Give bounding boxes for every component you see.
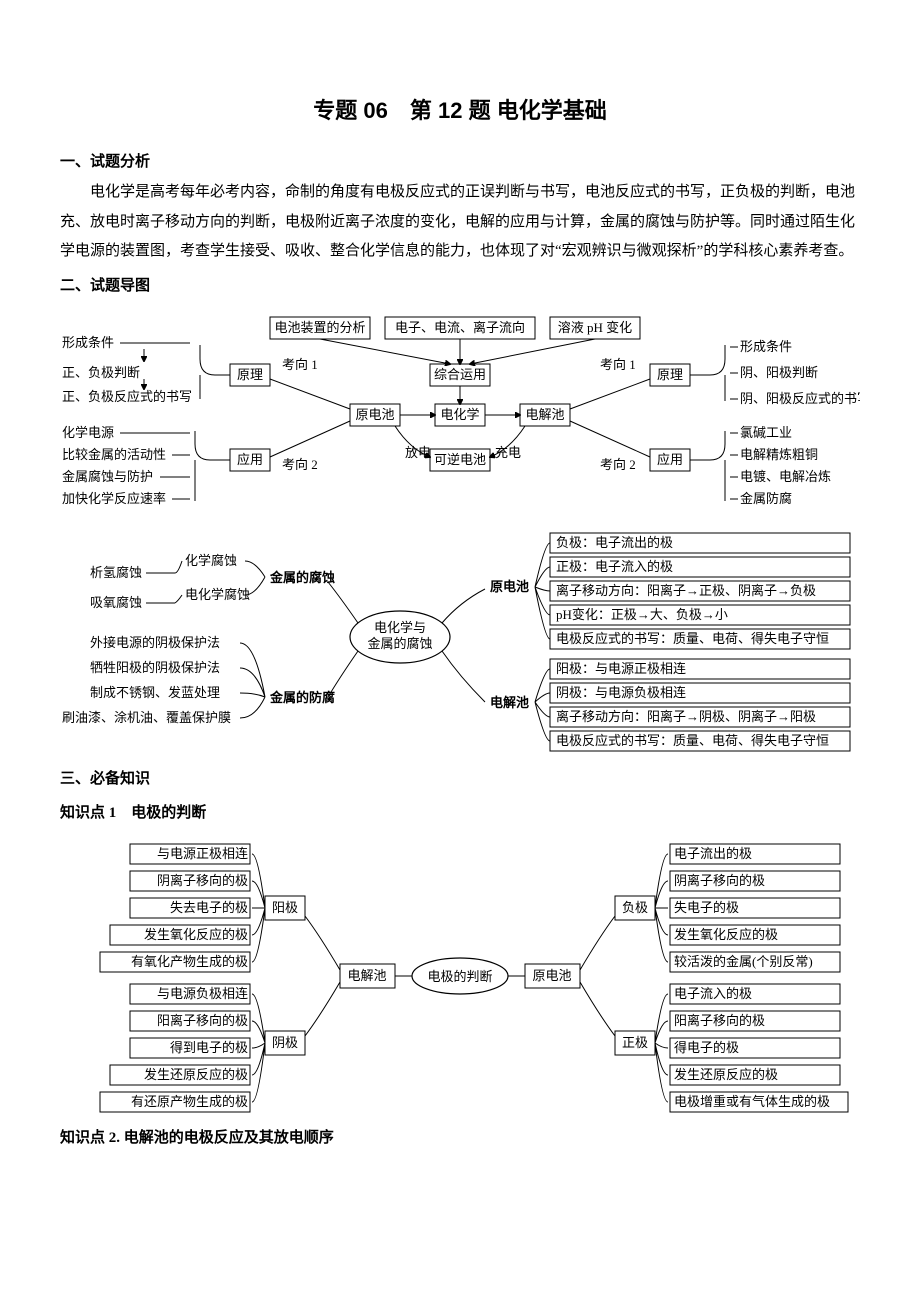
kp1-heading: 知识点 1 电极的判断: [60, 799, 860, 828]
diagram-1: 电池装置的分析 电子、电流、离子流向 溶液 pH 变化 综合运用 原电池 电化学…: [60, 309, 860, 519]
svg-text:发生还原反应的极: 发生还原反应的极: [674, 1067, 778, 1082]
d1-rb-2: 电镀、电解冶炼: [740, 469, 831, 484]
section-2-heading: 二、试题导图: [60, 272, 860, 301]
svg-text:阴离子移向的极: 阴离子移向的极: [157, 873, 248, 888]
d2-lu-sub-1: 电化学腐蚀: [185, 587, 250, 602]
section-1-heading: 一、试题分析: [60, 148, 860, 177]
svg-text:得电子的极: 得电子的极: [674, 1040, 739, 1055]
d2-rd-2: 离子移动方向：阳离子→阴极、阴离子→阳极: [556, 709, 816, 724]
diagram-3: 电极的判断 电解池 原电池 阳极 阴极 负极 正极 与电源正极相连 阴离子移向的…: [70, 836, 850, 1116]
d2-ru-4: 电极反应式的书写：质量、电荷、得失电子守恒: [556, 631, 829, 646]
d2-leftup: 金属的腐蚀: [269, 570, 335, 585]
d2-rightup: 原电池: [490, 579, 529, 594]
d2-ru-3: pH变化：正极→大、负极→小: [556, 607, 728, 622]
d2-center-1: 电化学与: [374, 620, 426, 635]
d1-rb-0: 氯碱工业: [740, 425, 792, 440]
svg-text:失电子的极: 失电子的极: [674, 900, 739, 915]
d1-kx3: 考向 1: [600, 357, 636, 372]
d2-ld-3: 刷油漆、涂机油、覆盖保护膜: [62, 710, 231, 725]
d1-right-hub: 电解池: [525, 407, 564, 422]
d3-neg: 负极: [622, 900, 648, 915]
d1-right-principle: 原理: [657, 367, 683, 382]
d1-lb-2: 金属腐蚀与防护: [62, 469, 153, 484]
d1-kx2: 考向 2: [282, 457, 318, 472]
d1-kx4: 考向 2: [600, 457, 636, 472]
svg-text:有氧化产物生成的极: 有氧化产物生成的极: [131, 954, 248, 969]
d1-lb-3: 加快化学反应速率: [62, 491, 166, 506]
svg-text:有还原产物生成的极: 有还原产物生成的极: [131, 1094, 248, 1109]
svg-text:与电源正极相连: 与电源正极相连: [157, 846, 248, 861]
d1-charge: 充电: [495, 445, 521, 460]
kp2-heading: 知识点 2. 电解池的电极反应及其放电顺序: [60, 1124, 860, 1153]
d1-center: 电化学: [440, 407, 479, 422]
d1-right-app: 应用: [657, 452, 683, 467]
svg-text:电极增重或有气体生成的极: 电极增重或有气体生成的极: [674, 1094, 830, 1109]
d2-center-2: 金属的腐蚀: [367, 636, 432, 651]
d2-lu-leaf-1: 吸氧腐蚀: [90, 595, 142, 610]
svg-text:得到电子的极: 得到电子的极: [170, 1040, 248, 1055]
d1-lt-1: 正、负极反应式的书写: [62, 389, 192, 404]
svg-text:发生氧化反应的极: 发生氧化反应的极: [144, 927, 248, 942]
d2-ru-1: 正极：电子流入的极: [556, 559, 673, 574]
svg-text:电子流入的极: 电子流入的极: [674, 986, 752, 1001]
d3-anode: 阳极: [272, 900, 298, 915]
svg-text:失去电子的极: 失去电子的极: [170, 900, 248, 915]
d1-rb-1: 电解精炼粗铜: [740, 447, 818, 462]
d2-leftdown: 金属的防腐: [269, 690, 335, 705]
d1-topbox-0: 电池装置的分析: [274, 320, 365, 335]
d1-rt-1: 阴、阳极判断: [740, 365, 818, 380]
d3-cathode-items: 与电源负极相连 阳离子移向的极 得到电子的极 发生还原反应的极 有还原产物生成的…: [100, 984, 250, 1112]
page-title: 专题 06 第 12 题 电化学基础: [60, 90, 860, 132]
d1-lb-1: 比较金属的活动性: [62, 447, 166, 462]
d1-midtop: 综合运用: [434, 367, 486, 382]
d2-rd-1: 阴极：与电源负极相连: [556, 685, 686, 700]
svg-text:较活泼的金属(个别反常): 较活泼的金属(个别反常): [674, 954, 813, 969]
svg-text:阳离子移向的极: 阳离子移向的极: [674, 1013, 765, 1028]
d3-pos-items: 电子流入的极 阳离子移向的极 得电子的极 发生还原反应的极 电极增重或有气体生成…: [670, 984, 848, 1112]
d3-pos: 正极: [622, 1035, 648, 1050]
svg-text:与电源负极相连: 与电源负极相连: [157, 986, 248, 1001]
d1-left-app: 应用: [237, 452, 263, 467]
d2-ld-1: 牺牲阳极的阴极保护法: [90, 660, 220, 675]
d1-left-hub: 原电池: [355, 407, 394, 422]
d1-lb-0: 化学电源: [62, 425, 114, 440]
d3-right-hub: 原电池: [532, 968, 571, 983]
diagram-2: 电化学与 金属的腐蚀 金属的腐蚀 化学腐蚀 电化学腐蚀 析氢腐蚀 吸氧腐蚀 金属…: [60, 527, 860, 757]
d2-lu-leaf-0: 析氢腐蚀: [90, 565, 142, 580]
section-3-heading: 三、必备知识: [60, 765, 860, 794]
d1-lt-cond: 形成条件: [62, 335, 114, 350]
d3-center: 电极的判断: [427, 969, 492, 984]
d1-lt-0: 正、负极判断: [62, 365, 140, 380]
d1-topbox-1: 电子、电流、离子流向: [395, 320, 525, 335]
d1-rt-2: 阴、阳极反应式的书写: [740, 391, 860, 406]
d1-topbox-2: 溶液 pH 变化: [558, 320, 632, 335]
d2-rd-3: 电极反应式的书写：质量、电荷、得失电子守恒: [556, 733, 829, 748]
svg-text:发生还原反应的极: 发生还原反应的极: [144, 1067, 248, 1082]
d2-ru-0: 负极：电子流出的极: [556, 535, 673, 550]
d2-ld-0: 外接电源的阴极保护法: [90, 635, 220, 650]
d1-rt-0: 形成条件: [740, 339, 792, 354]
d1-rb-3: 金属防腐: [740, 491, 792, 506]
d3-neg-items: 电子流出的极 阴离子移向的极 失电子的极 发生氧化反应的极 较活泼的金属(个别反…: [670, 844, 840, 972]
d3-left-hub: 电解池: [347, 968, 386, 983]
d2-rd-0: 阳极：与电源正极相连: [556, 661, 686, 676]
d3-cathode: 阴极: [272, 1035, 298, 1050]
d3-anode-items: 与电源正极相连 阴离子移向的极 失去电子的极 发生氧化反应的极 有氧化产物生成的…: [100, 844, 250, 972]
svg-text:阴离子移向的极: 阴离子移向的极: [674, 873, 765, 888]
svg-text:发生氧化反应的极: 发生氧化反应的极: [674, 927, 778, 942]
d1-left-principle: 原理: [237, 367, 263, 382]
d2-rightdown: 电解池: [490, 695, 529, 710]
d1-midbottom: 可逆电池: [434, 452, 486, 467]
d1-kx1: 考向 1: [282, 357, 318, 372]
section-1-body: 电化学是高考每年必考内容，命制的角度有电极反应式的正误判断与书写，电池反应式的书…: [60, 178, 860, 266]
d2-ld-2: 制成不锈钢、发蓝处理: [90, 685, 220, 700]
d2-lu-sub-0: 化学腐蚀: [185, 553, 237, 568]
svg-text:电子流出的极: 电子流出的极: [674, 846, 752, 861]
d1-discharge: 放电: [405, 445, 431, 460]
d2-ru-2: 离子移动方向：阳离子→正极、阴离子→负极: [556, 583, 816, 598]
svg-text:阳离子移向的极: 阳离子移向的极: [157, 1013, 248, 1028]
